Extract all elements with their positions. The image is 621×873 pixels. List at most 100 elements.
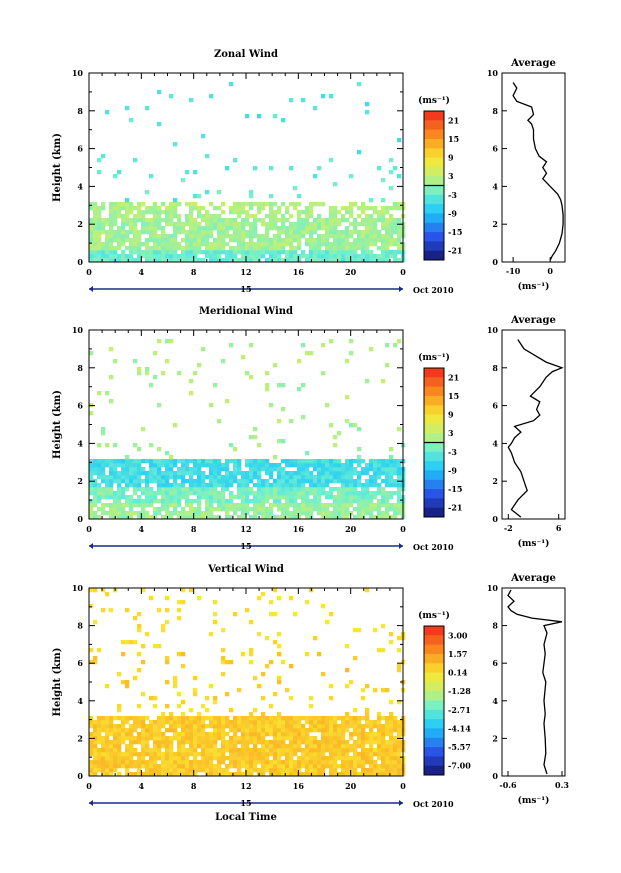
heatmap-cell — [389, 475, 394, 480]
heatmap-cell — [217, 716, 222, 721]
heatmap-cell — [105, 768, 110, 773]
heatmap-cell — [233, 158, 238, 163]
heatmap-cell — [325, 515, 330, 520]
date-day-label: 15 — [240, 541, 251, 551]
heatmap-cell — [125, 499, 130, 504]
heatmap-cell — [361, 258, 366, 263]
colorbar-segment — [424, 213, 444, 224]
heatmap-cell — [241, 258, 246, 263]
x-tick-label: 8 — [191, 781, 197, 791]
colorbar-tick-label: -4.14 — [448, 723, 471, 733]
heatmap-cell — [121, 760, 126, 765]
heatmap-cell — [193, 467, 198, 472]
heatmap-cell — [169, 748, 174, 753]
heatmap-cell — [313, 503, 318, 508]
y-tick-label: 10 — [72, 68, 84, 78]
heatmap-cell — [341, 206, 346, 211]
heatmap-cell — [169, 768, 174, 773]
heatmap-cell — [333, 724, 338, 729]
heatmap-cell — [149, 503, 154, 508]
heatmap-cell — [389, 764, 394, 769]
heatmap-cell — [389, 471, 394, 476]
heatmap-cell — [245, 507, 250, 512]
heatmap-cell — [229, 740, 234, 745]
heatmap-cell — [109, 242, 114, 247]
heatmap-cell — [169, 238, 174, 243]
heatmap-cell — [369, 740, 374, 745]
heatmap-cell — [193, 716, 198, 721]
heatmap-cell — [161, 246, 166, 251]
heatmap-cell — [249, 712, 254, 717]
heatmap-cell — [109, 720, 114, 725]
heatmap-cell — [365, 110, 370, 115]
heatmap-cell — [121, 716, 126, 721]
heatmap-cell — [201, 736, 206, 741]
heatmap-cell — [345, 475, 350, 480]
heatmap-cell — [321, 724, 326, 729]
heatmap-cell — [101, 744, 106, 749]
heatmap-cell — [237, 234, 242, 239]
profile-line — [507, 589, 563, 775]
heatmap-cell — [305, 600, 310, 605]
heatmap-cell — [169, 736, 174, 741]
heatmap-cell — [385, 507, 390, 512]
heatmap-cell — [289, 419, 294, 424]
heatmap-cell — [141, 732, 146, 737]
heatmap-cell — [189, 250, 194, 255]
heatmap-cell — [277, 652, 282, 657]
y-tick-label: 6 — [77, 144, 83, 154]
heatmap-cell — [93, 471, 98, 476]
heatmap-cell — [357, 515, 362, 520]
heatmap-cell — [221, 740, 226, 745]
heatmap-cell — [165, 507, 170, 512]
heatmap-cell — [153, 230, 158, 235]
heatmap-cell — [121, 680, 126, 685]
heatmap-cell — [393, 772, 398, 777]
heatmap-cell — [109, 772, 114, 777]
heatmap-cell — [245, 487, 250, 492]
heatmap-cell — [345, 507, 350, 512]
heatmap-cell — [257, 740, 262, 745]
heatmap-cell — [341, 250, 346, 255]
heatmap-cell — [217, 491, 222, 496]
heatmap-cell — [97, 170, 102, 175]
heatmap-cell — [313, 772, 318, 777]
heatmap-cell — [189, 708, 194, 713]
heatmap-cell — [257, 499, 262, 504]
heatmap-cell — [377, 728, 382, 733]
profile-frame — [501, 329, 566, 520]
heatmap-cell — [245, 463, 250, 468]
heatmap-cell — [393, 752, 398, 757]
heatmap-cell — [393, 716, 398, 721]
heatmap-cell — [385, 483, 390, 488]
heatmap-cell — [277, 736, 282, 741]
heatmap-cell — [197, 230, 202, 235]
heatmap-cell — [325, 479, 330, 484]
heatmap-cell — [133, 503, 138, 508]
heatmap-cell — [89, 258, 94, 263]
heatmap-cell — [89, 732, 94, 737]
heatmap-cell — [365, 222, 370, 227]
heatmap-cell — [257, 495, 262, 500]
heatmap-cell — [245, 483, 250, 488]
heatmap-cell — [349, 214, 354, 219]
heatmap-cell — [377, 483, 382, 488]
heatmap-cell — [213, 600, 218, 605]
heatmap-cell — [197, 712, 202, 717]
heatmap-cell — [109, 764, 114, 769]
heatmap-cell — [161, 768, 166, 773]
heatmap-cell — [269, 475, 274, 480]
heatmap-cell — [237, 210, 242, 215]
heatmap-cell — [117, 491, 122, 496]
heatmap-cell — [365, 708, 370, 713]
heatmap-cell — [185, 768, 190, 773]
profile-unit: (ms⁻¹) — [518, 281, 550, 292]
heatmap-cell — [173, 202, 178, 207]
heatmap-cell — [253, 756, 258, 761]
heatmap-cell — [229, 708, 234, 713]
heatmap-cell — [341, 499, 346, 504]
heatmap-cell — [201, 483, 206, 488]
heatmap-cell — [349, 487, 354, 492]
heatmap-cell — [357, 82, 362, 87]
heatmap-cell — [205, 736, 210, 741]
